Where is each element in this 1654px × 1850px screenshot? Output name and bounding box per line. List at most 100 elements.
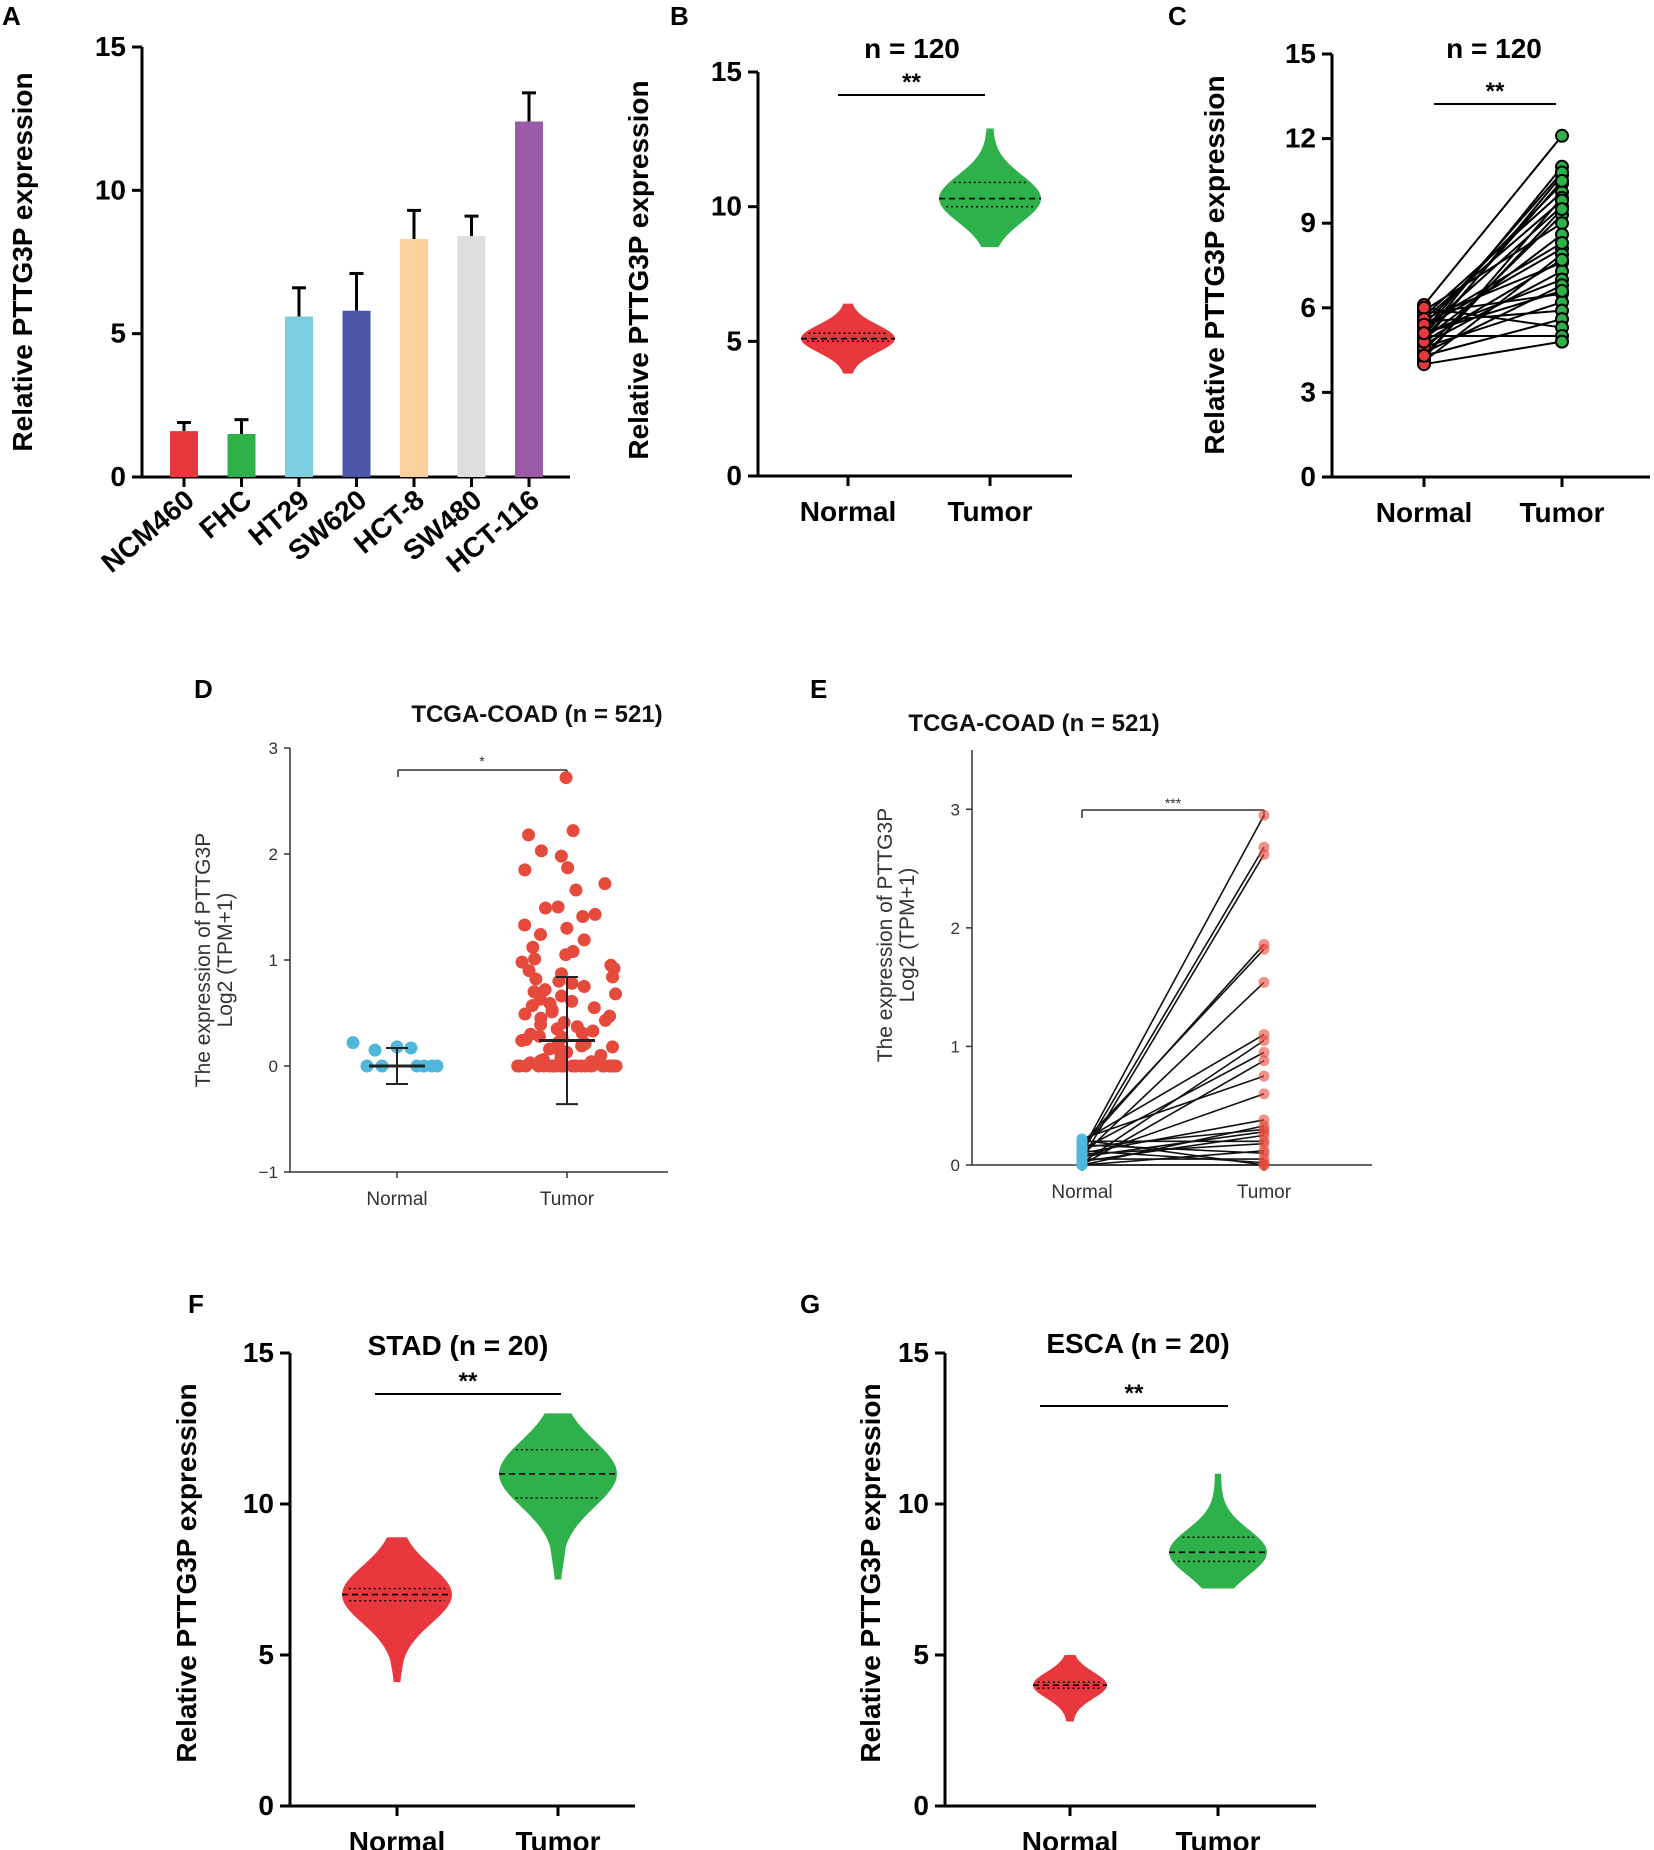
y-tick-label: 3 — [1300, 376, 1316, 407]
tumor-point — [575, 1026, 589, 1040]
x-category-label: Normal — [1376, 497, 1472, 528]
normal-point — [346, 1036, 360, 1050]
y-tick-label: 6 — [1300, 292, 1316, 323]
tumor-point — [525, 999, 539, 1013]
bar — [342, 310, 371, 477]
y-tick-label: −1 — [259, 1163, 278, 1182]
violin-body — [342, 1537, 452, 1683]
chart-title: n = 120 — [864, 33, 960, 64]
normal-point — [390, 1040, 404, 1054]
violin-body — [1169, 1473, 1267, 1589]
tumor-point — [566, 824, 580, 838]
tumor-point — [584, 1059, 598, 1073]
pair-line — [1081, 1075, 1265, 1140]
panel-label-b: B — [670, 1, 689, 31]
panel-f-violin-chart: 0 5 10 15 Normal Tumor Relative PTTG3P express… — [171, 1330, 635, 1850]
x-category-label: Tumor — [540, 1189, 595, 1210]
tumor-point — [606, 970, 620, 984]
tumor-point — [1555, 202, 1569, 217]
pair-line — [1423, 340, 1563, 366]
tumor-point — [537, 1059, 551, 1073]
tumor-point — [586, 1024, 600, 1038]
significance-label: ** — [459, 1368, 478, 1395]
y-tick-label: 10 — [95, 174, 126, 205]
y-tick-label: 5 — [913, 1639, 929, 1670]
tumor-point — [545, 1005, 559, 1019]
pair-line — [1423, 284, 1563, 354]
bar — [170, 431, 198, 477]
tumor-point — [594, 1048, 608, 1062]
tumor-point — [609, 987, 623, 1001]
y-tick-label: 0 — [1300, 461, 1316, 492]
y-tick-label: 10 — [243, 1488, 274, 1519]
x-category-label: Tumor — [1237, 1182, 1292, 1203]
y-axis-label-line2: Log2 (TPM+1) — [896, 868, 919, 1003]
pair-line — [1423, 233, 1563, 340]
tumor-point — [1555, 235, 1569, 250]
pair-line — [1081, 1051, 1265, 1151]
tumor-point — [588, 907, 602, 921]
tumor-point — [597, 1059, 611, 1073]
tumor-point — [522, 828, 536, 842]
tumor-point — [542, 1042, 556, 1056]
tumor-point — [1258, 1055, 1270, 1067]
tumor-point — [1258, 1088, 1270, 1100]
tumor-point — [534, 1018, 548, 1032]
y-tick-label: 2 — [269, 845, 278, 864]
tumor-point — [538, 901, 552, 915]
pair-line — [1423, 171, 1563, 332]
bar — [285, 316, 313, 477]
chart-title: n = 120 — [1446, 33, 1542, 64]
normal-point — [368, 1043, 382, 1057]
tumor-point — [518, 918, 532, 932]
tumor-point — [515, 1034, 529, 1048]
pair-line — [1081, 1149, 1265, 1166]
pair-line — [1081, 1131, 1265, 1158]
normal-point — [1076, 1151, 1088, 1163]
tumor-point — [518, 863, 532, 877]
normal-point — [1417, 300, 1431, 315]
tumor-point — [1258, 1159, 1270, 1171]
tumor-point — [1258, 1070, 1270, 1082]
y-tick-label: 0 — [269, 1057, 278, 1076]
tumor-point — [534, 928, 548, 942]
y-axis-label-line1: The expression of PTTG3P — [192, 833, 215, 1087]
chart-title: TCGA-COAD (n = 521) — [411, 701, 662, 728]
y-tick-label: 3 — [951, 800, 960, 819]
y-tick-label: 0 — [258, 1790, 274, 1821]
tumor-point — [1258, 1126, 1270, 1138]
tumor-point — [559, 948, 573, 962]
tumor-point — [526, 940, 540, 954]
x-category-label: Normal — [366, 1189, 427, 1210]
tumor-point — [529, 972, 543, 986]
tumor-point — [561, 861, 575, 875]
pair-line — [1081, 948, 1265, 1145]
pair-line — [1081, 853, 1265, 1160]
panel-label-e: E — [810, 674, 827, 704]
tumor-point — [598, 1013, 612, 1027]
tumor-point — [577, 933, 591, 947]
y-axis-label: Relative PTTG3P expression — [171, 1383, 202, 1762]
pair-line — [1423, 199, 1563, 320]
tumor-point — [519, 1059, 533, 1073]
tumor-point — [575, 1039, 589, 1053]
x-category-label: Tumor — [947, 496, 1032, 527]
y-tick-label: 5 — [726, 325, 742, 356]
y-tick-label: 10 — [898, 1488, 929, 1519]
panel-d-scatter-chart: −1 0 1 2 3 Normal Tumor The expression of PTTG3… — [192, 701, 668, 1210]
chart-title: TCGA-COAD (n = 521) — [908, 710, 1159, 737]
y-tick-label: 15 — [95, 31, 126, 62]
y-axis-label: Relative PTTG3P expression — [855, 1383, 886, 1762]
pair-line — [1423, 258, 1563, 343]
tumor-point — [1258, 848, 1270, 860]
y-tick-label: 15 — [1285, 38, 1316, 69]
y-tick-label: 0 — [951, 1156, 960, 1175]
y-tick-label: 9 — [1300, 207, 1316, 238]
pair-line — [1081, 1033, 1265, 1142]
tumor-point — [576, 910, 590, 924]
tumor-point — [1555, 334, 1569, 349]
panel-c-paired-chart: 0 3 6 9 12 15 Normal Tumor Relative PTTG3P expre… — [1199, 33, 1650, 528]
panel-label-g: G — [800, 1289, 820, 1319]
normal-point — [1417, 348, 1431, 363]
